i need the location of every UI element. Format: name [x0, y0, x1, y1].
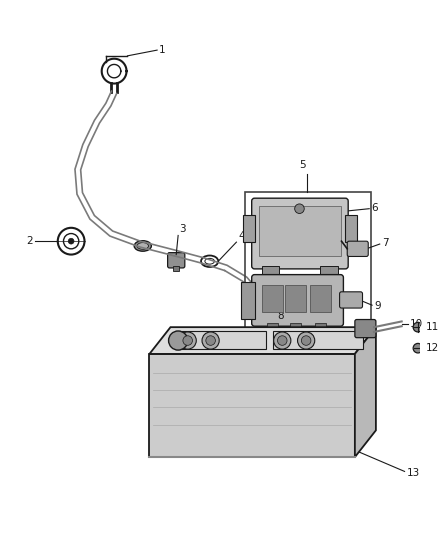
Bar: [173, 266, 179, 271]
Bar: [259, 206, 340, 256]
Bar: [290, 324, 301, 331]
Text: 7: 7: [381, 238, 388, 248]
Text: 12: 12: [426, 343, 438, 353]
Bar: [262, 266, 279, 276]
Bar: [345, 215, 357, 242]
FancyBboxPatch shape: [252, 198, 348, 269]
Polygon shape: [149, 327, 376, 354]
Text: 11: 11: [426, 322, 438, 332]
Circle shape: [68, 238, 74, 244]
Circle shape: [202, 332, 219, 349]
Bar: [310, 285, 331, 312]
Bar: [243, 215, 254, 242]
FancyBboxPatch shape: [355, 319, 376, 338]
Circle shape: [274, 332, 291, 349]
Ellipse shape: [137, 243, 148, 249]
Circle shape: [206, 336, 215, 345]
Text: 1: 1: [159, 45, 166, 55]
Text: 13: 13: [406, 469, 420, 478]
Circle shape: [169, 331, 188, 350]
Bar: [245, 191, 371, 332]
Bar: [241, 282, 254, 319]
Bar: [273, 331, 364, 349]
Text: 8: 8: [277, 311, 284, 321]
Ellipse shape: [134, 241, 152, 251]
Bar: [321, 266, 338, 276]
Circle shape: [413, 322, 423, 332]
Text: 5: 5: [299, 160, 306, 171]
Bar: [285, 285, 306, 312]
Bar: [315, 324, 326, 331]
FancyBboxPatch shape: [168, 253, 185, 268]
Bar: [175, 331, 266, 349]
Circle shape: [295, 204, 304, 214]
FancyBboxPatch shape: [339, 292, 363, 308]
Text: 9: 9: [374, 301, 381, 311]
Text: 2: 2: [26, 236, 33, 246]
Bar: [262, 285, 283, 312]
Bar: [149, 354, 355, 457]
Circle shape: [413, 343, 423, 353]
Text: 4: 4: [238, 231, 245, 241]
Circle shape: [179, 332, 196, 349]
FancyBboxPatch shape: [347, 241, 368, 256]
FancyBboxPatch shape: [252, 274, 343, 326]
Polygon shape: [355, 327, 376, 457]
Circle shape: [183, 336, 192, 345]
Bar: [267, 324, 279, 331]
Text: 6: 6: [371, 203, 378, 213]
Circle shape: [301, 336, 311, 345]
Text: 10: 10: [410, 319, 424, 329]
Text: 3: 3: [179, 223, 186, 233]
Circle shape: [278, 336, 287, 345]
Circle shape: [297, 332, 315, 349]
